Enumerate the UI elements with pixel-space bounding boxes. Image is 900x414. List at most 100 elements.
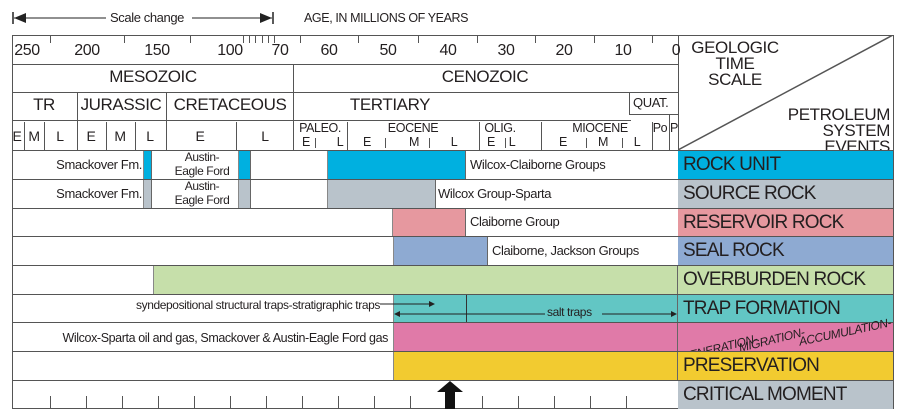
time-tick [518,396,519,408]
event-rock-unit: ROCK UNIT [678,150,893,179]
period-quaternary: QUAT. [633,95,669,110]
age-tick [358,35,359,43]
trap-arrows [380,301,677,317]
epoch-l: L [261,128,269,144]
epoch-sub-l: L [508,135,516,149]
epoch-pleist: P [670,121,678,135]
epoch-sub-l: L [336,135,344,149]
age-label-20: 20 [555,42,573,59]
event-generation-migration-accumulation: GENERATION- MIGRATION- ACCUMULATION- [678,315,893,364]
source-austin-bar [238,180,251,208]
age-tick [190,35,191,43]
smackover-label: Smackover Fm. [56,157,142,172]
austin-eagle-ford-label: Austin- Eagle Ford [174,150,230,178]
time-tick [194,396,195,408]
age-tick [243,35,244,43]
claiborne-label: Claiborne Group [470,214,560,229]
epoch-sub-l: L [450,135,458,149]
age-axis-label: AGE, IN MILLIONS OF YEARS [304,11,469,25]
salt-traps-label: salt traps [545,305,594,319]
time-tick [302,396,303,408]
time-tick [410,396,411,408]
event-preservation: PRESERVATION [678,351,893,380]
epoch-e: E [195,128,205,144]
event-critical-moment: CRITICAL MOMENT [678,380,893,409]
scale-change-label: Scale change [110,10,184,25]
rock-unit-austin-bar [238,151,251,179]
era-mesozoic: MESOZOIC [109,67,197,86]
claiborne-jackson-label: Claiborne, Jackson Groups [492,243,639,258]
seal-bar [393,237,488,265]
event-trap-formation: TRAP FORMATION [678,294,893,322]
time-tick [338,396,339,408]
rock-unit-smackover-bar [143,151,152,179]
time-tick [158,396,159,408]
age-label-0: 0 [671,42,681,59]
generation-text-label: Wilcox-Sparta oil and gas, Smackover & A… [62,331,389,345]
event-label: PRESERVATION [683,355,820,376]
overburden-bar [153,266,678,294]
epoch-m: M [28,128,40,144]
age-tick [300,35,301,43]
event-label: SOURCE ROCK [683,183,816,204]
critical-moment-arrow-icon [437,381,463,409]
time-tick [230,396,231,408]
reservoir-bar [392,209,466,236]
era-cenozoic: CENOZOIC [441,67,529,86]
epoch-paleo: PALEO. [299,121,341,135]
time-tick [626,396,627,408]
epoch-eocene: EOCENE [387,121,439,135]
time-tick [482,396,483,408]
preservation-bar [393,352,678,380]
petroleum-system-events-label: PETROLEUM SYSTEM EVENTS [787,105,891,156]
event-overburden-rock: OVERBURDEN ROCK [678,265,893,294]
quaternary-box: QUAT. [629,92,678,115]
event-reservoir-rock: RESERVOIR ROCK [678,208,893,236]
age-tick [262,35,263,43]
time-tick [590,396,591,408]
epoch-e: E [12,128,22,144]
event-label: CRITICAL MOMENT [683,384,847,405]
source-smackover-bar [143,180,152,208]
epoch-sub-e: E [487,135,495,149]
trap-text-label: syndepositional structural traps-stratig… [136,298,380,312]
period-jurassic: JURASSIC [80,95,162,114]
corner-diagonal [678,35,894,151]
epoch-plio: Po [652,121,668,135]
age-label-200: 200 [74,42,100,59]
epoch-sub-e: E [302,135,310,149]
period-triassic: TR [33,95,55,114]
age-tick [594,35,595,43]
age-tick [535,35,536,43]
age-label-60: 60 [320,42,338,59]
epoch-sub-e: E [559,135,567,149]
event-label: TRAP FORMATION [683,297,841,319]
event-label: ROCK UNIT [683,154,781,175]
generation-bar [393,323,678,351]
age-label-30: 30 [497,42,515,59]
epoch-m: M [114,128,126,144]
geologic-time-scale-label: GEOLOGIC TIME SCALE [691,38,779,89]
age-label-70: 70 [271,42,289,59]
age-tick [124,35,125,43]
event-label: RESERVOIR ROCK [683,211,844,233]
age-tick [249,35,250,43]
source-wilcox-bar [327,180,436,208]
age-label-150: 150 [144,42,170,59]
event-label: OVERBURDEN ROCK [683,269,866,290]
age-tick [255,35,256,43]
epoch-miocene: MIOCENE [572,121,628,135]
age-label-40: 40 [439,42,457,59]
period-tertiary: TERTIARY [349,95,431,114]
event-label: SEAL ROCK [683,240,785,261]
time-tick [122,396,123,408]
age-tick [477,35,478,43]
event-seal-rock: SEAL ROCK [678,236,893,265]
age-label-250: 250 [14,42,40,59]
age-tick [50,35,51,43]
age-tick [652,35,653,43]
epoch-olig: OLIG. [484,121,516,135]
age-label-10: 10 [614,42,632,59]
epoch-l: L [56,128,64,144]
